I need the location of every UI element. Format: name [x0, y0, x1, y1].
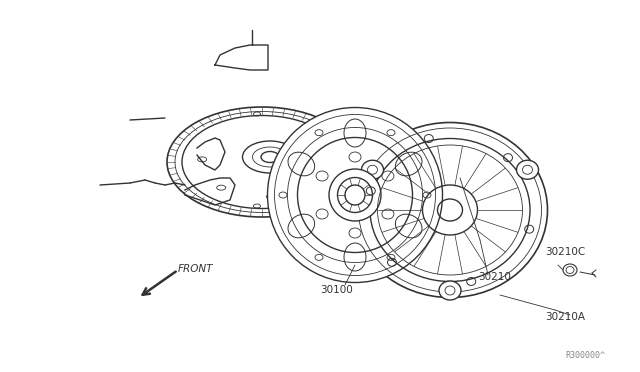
- Ellipse shape: [243, 141, 298, 173]
- Text: 30100: 30100: [320, 285, 353, 295]
- Ellipse shape: [439, 281, 461, 300]
- Polygon shape: [197, 138, 225, 170]
- Ellipse shape: [268, 108, 442, 282]
- Text: R300000^: R300000^: [565, 351, 605, 360]
- Text: 30210A: 30210A: [545, 312, 585, 322]
- Text: 30210: 30210: [478, 272, 511, 282]
- Ellipse shape: [329, 169, 381, 221]
- Ellipse shape: [353, 122, 547, 298]
- Text: 30210C: 30210C: [545, 247, 585, 257]
- Text: FRONT: FRONT: [178, 264, 214, 274]
- Polygon shape: [185, 178, 235, 205]
- Ellipse shape: [516, 160, 538, 179]
- Ellipse shape: [362, 160, 383, 179]
- Polygon shape: [215, 45, 268, 70]
